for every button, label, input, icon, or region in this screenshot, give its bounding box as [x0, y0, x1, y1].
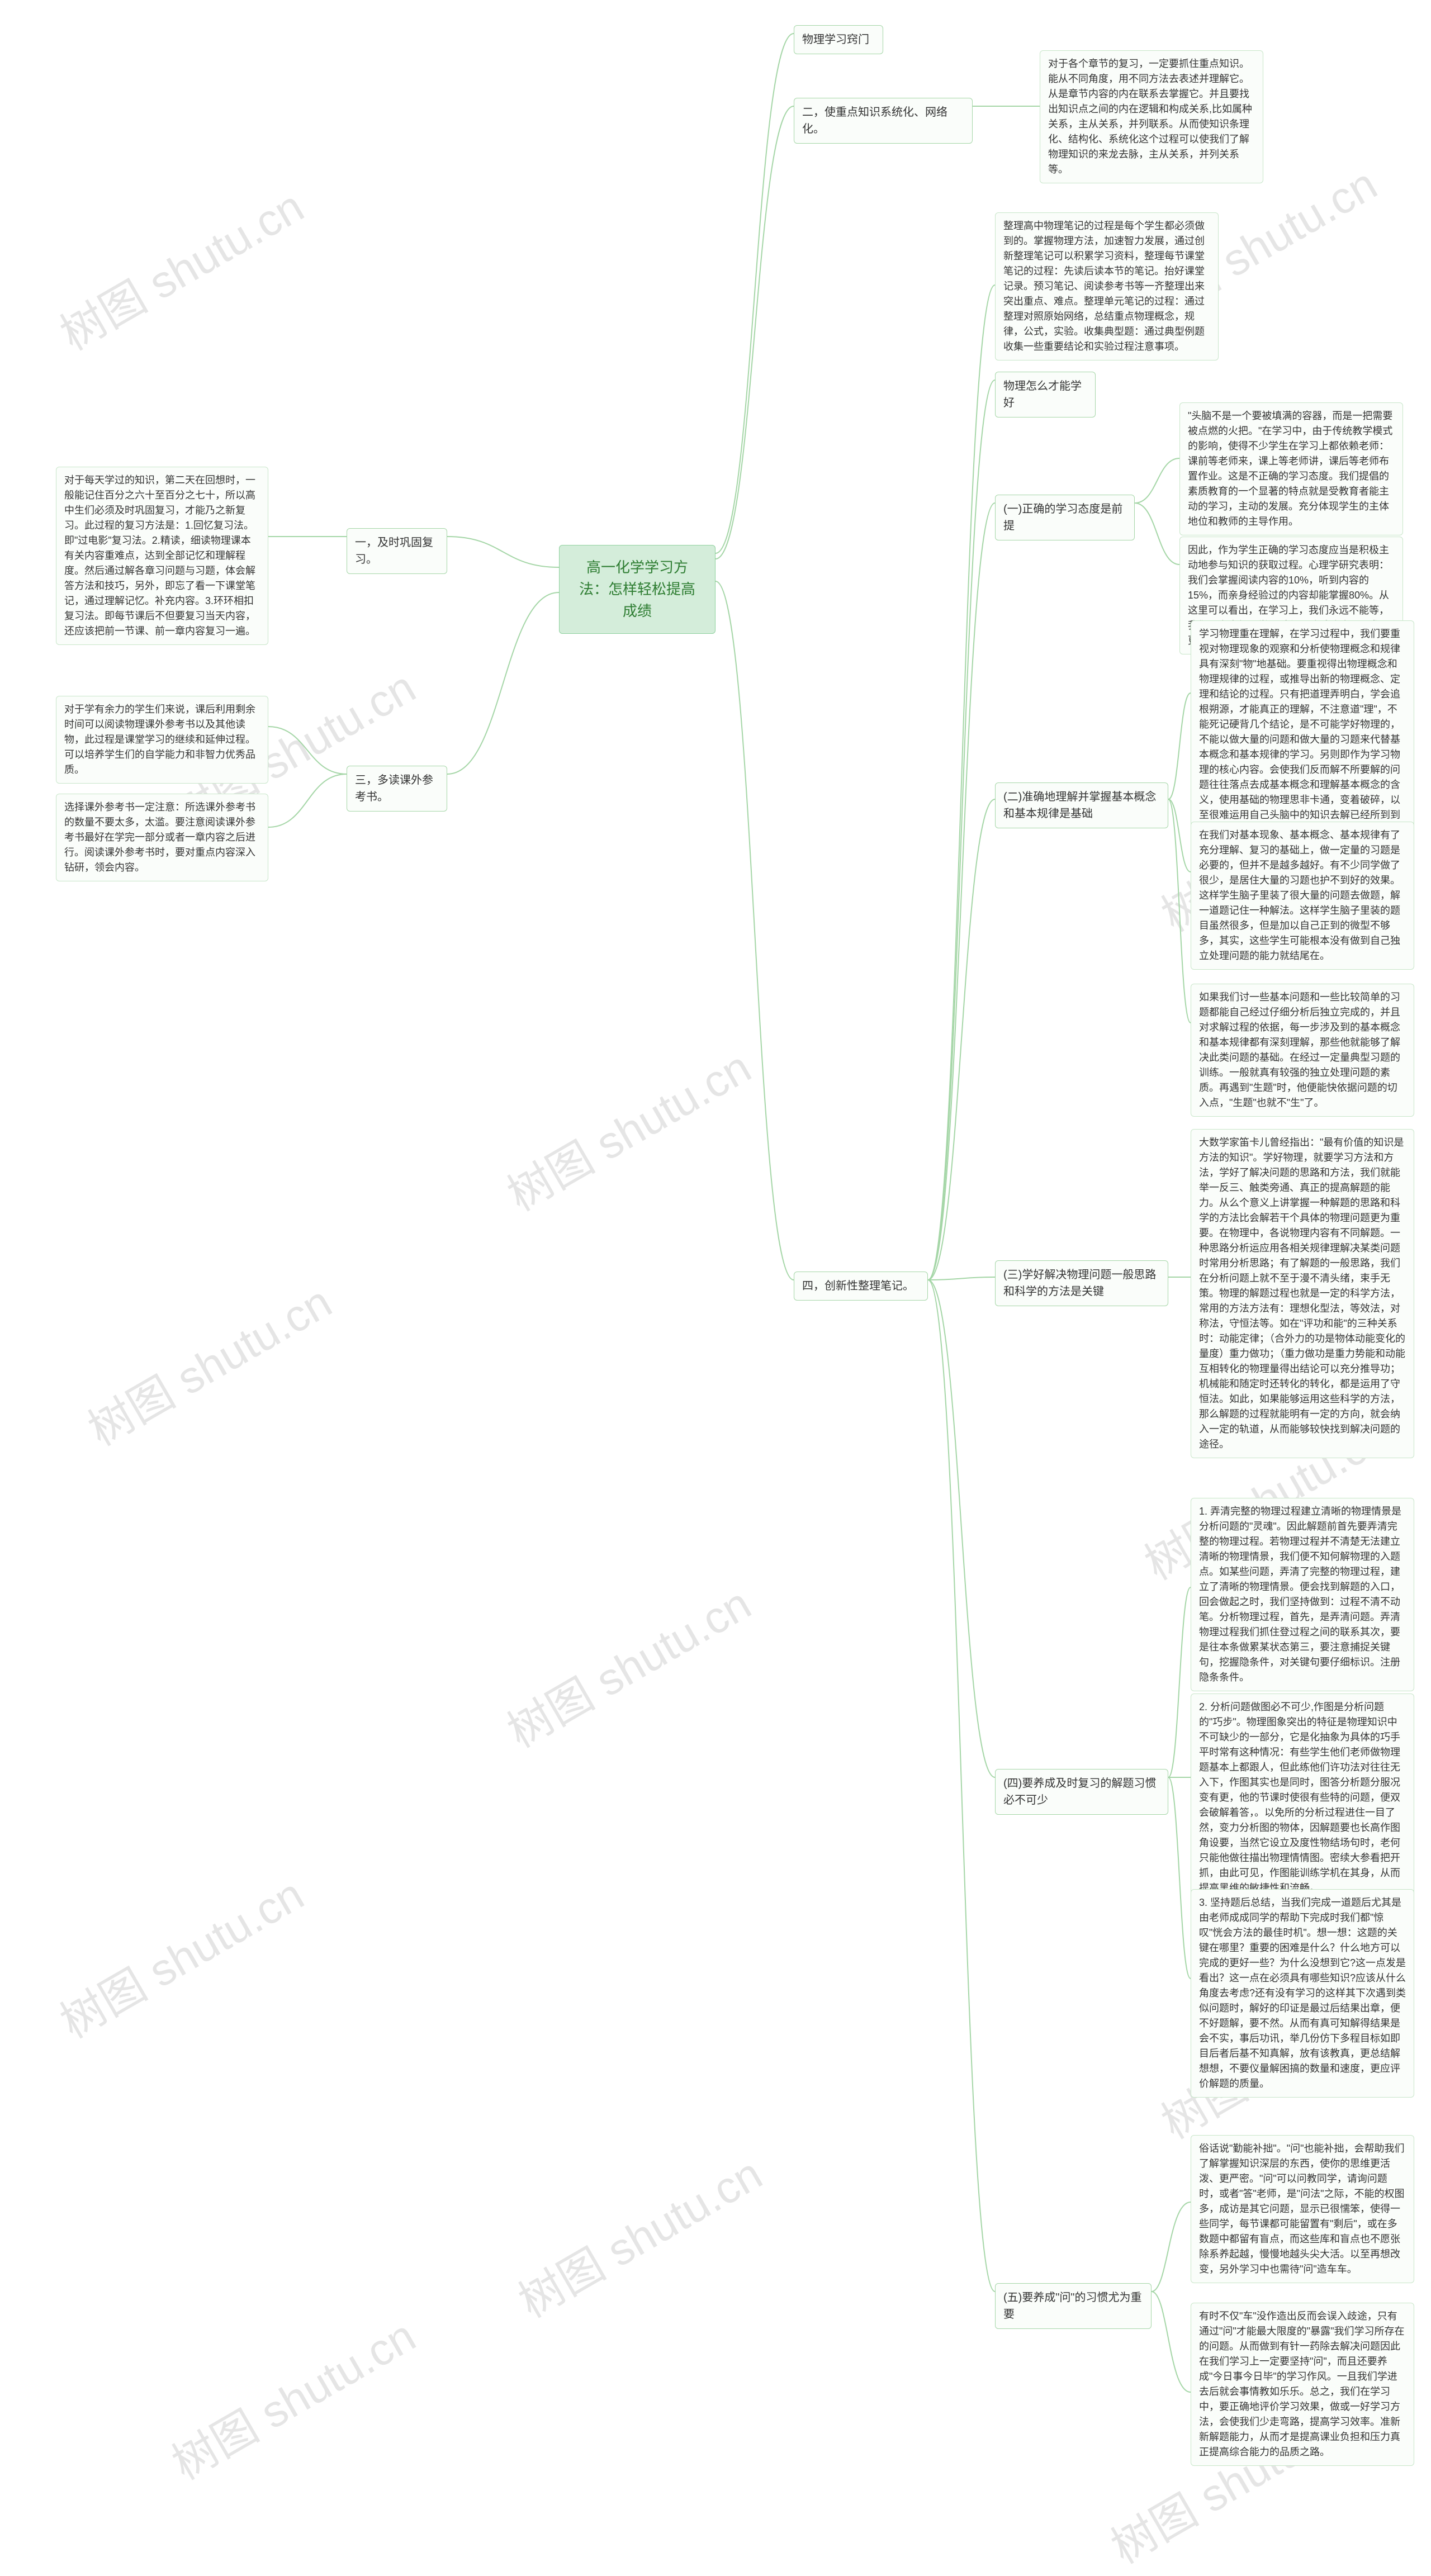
- branch-1[interactable]: 一，及时巩固复习。: [347, 528, 447, 574]
- watermark: 树图 shutu.cn: [46, 172, 314, 363]
- sub6-leaf-2: 有时不仅"车"没作造出反而会误入歧途，只有通过"问"才能最大限度的"暴露"我们学…: [1191, 2303, 1414, 2466]
- sub6-title[interactable]: (五)要养成"问"的习惯尤为重要: [995, 2283, 1152, 2329]
- sub2-title[interactable]: (一)正确的学习态度是前提: [995, 495, 1135, 540]
- branch-3[interactable]: 三，多读课外参考书。: [347, 766, 447, 812]
- sub3-leaf-3: 如果我们讨一些基本问题和一些比较简单的习题都能自己经过仔细分析后独立完成的，并且…: [1191, 984, 1414, 1117]
- watermark: 树图 shutu.cn: [74, 1267, 342, 1459]
- watermark: 树图 shutu.cn: [46, 1859, 314, 2051]
- sub2-leaf-1: "头脑不是一个要被填满的容器，而是一把需要被点燃的火把。"在学习中，由于传统教学…: [1179, 402, 1403, 535]
- sub3-title[interactable]: (二)准确地理解并掌握基本概念和基本规律是基础: [995, 782, 1168, 828]
- root-node[interactable]: 高一化学学习方法：怎样轻松提高成绩: [559, 545, 716, 634]
- branch-2[interactable]: 二，使重点知识系统化、网络化。: [794, 98, 973, 144]
- watermark: 树图 shutu.cn: [158, 2301, 425, 2493]
- sub3-leaf-2: 在我们对基本现象、基本概念、基本规律有了充分理解、复习的基础上，做一定量的习题是…: [1191, 822, 1414, 970]
- branch-4-leaf: 整理高中物理笔记的过程是每个学生都必须做到的。掌握物理方法，加速智力发展，通过创…: [995, 212, 1219, 360]
- sub5-leaf-2: 2. 分析问题做图必不可少,作图是分析问题的"巧步"。物理图象突出的特征是物理知…: [1191, 1693, 1414, 1902]
- sub3-leaf-1: 学习物理重在理解，在学习过程中，我们要重视对物理现象的观察和分析使物理概念和规律…: [1191, 620, 1414, 844]
- sub4-leaf: 大数学家笛卡儿曾经指出："最有价值的知识是方法的知识"。学好物理，就要学习方法和…: [1191, 1129, 1414, 1458]
- watermark: 树图 shutu.cn: [505, 2139, 772, 2331]
- branch-0[interactable]: 物理学习窍门: [794, 25, 883, 54]
- sub5-title[interactable]: (四)要养成及时复习的解题习惯必不可少: [995, 1769, 1168, 1815]
- branch-3-leaf-2: 选择课外参考书一定注意：所选课外参考书的数量不要太多，太滥。要注意阅读课外参考书…: [56, 794, 268, 881]
- watermark: 树图 shutu.cn: [494, 1032, 761, 1224]
- sub1-title[interactable]: 物理怎么才能学好: [995, 372, 1096, 418]
- branch-4[interactable]: 四，创新性整理笔记。: [794, 1272, 928, 1301]
- branch-3-leaf-1: 对于学有余力的学生们来说，课后利用剩余时间可以阅读物理课外参考书以及其他读物，此…: [56, 696, 268, 784]
- branch-1-leaf: 对于每天学过的知识，第二天在回想时，一般能记住百分之六十至百分之七十，所以高中生…: [56, 467, 268, 645]
- sub5-leaf-3: 3. 坚持题后总结，当我们完成一道题后尤其是由老师成成同学的帮助下完成时我们都"…: [1191, 1889, 1414, 2098]
- sub6-leaf-1: 俗话说"勤能补拙"。"问"也能补拙，会帮助我们了解掌握知识深层的东西，使你的思维…: [1191, 2135, 1414, 2283]
- sub4-title[interactable]: (三)学好解决物理问题一般思路和科学的方法是关键: [995, 1260, 1168, 1306]
- sub5-leaf-1: 1. 弄清完整的物理过程建立清晰的物理情景是分析问题的"灵魂"。因此解题前首先要…: [1191, 1498, 1414, 1691]
- watermark: 树图 shutu.cn: [494, 1569, 761, 1761]
- branch-2-leaf: 对于各个章节的复习，一定要抓住重点知识。能从不同角度，用不同方法去表述并理解它。…: [1040, 50, 1263, 183]
